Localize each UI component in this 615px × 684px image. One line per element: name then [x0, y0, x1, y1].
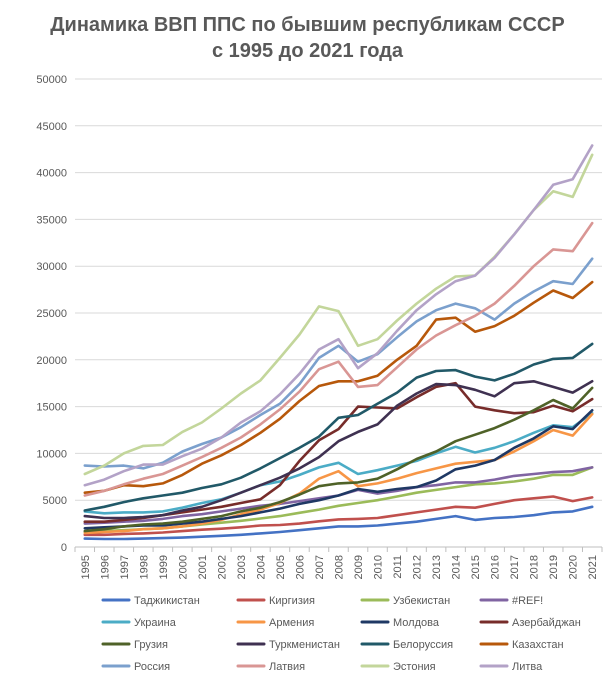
y-tick-label: 45000 — [36, 121, 67, 133]
legend-label: Армения — [269, 617, 314, 629]
y-tick-label: 40000 — [36, 168, 67, 180]
legend-label: Литва — [512, 661, 543, 673]
series-line-1 — [83, 495, 594, 537]
x-tick-label: 1999 — [158, 555, 170, 579]
series-line-10 — [83, 342, 594, 512]
x-tick-label: 2015 — [470, 555, 482, 579]
x-tick-label: 2017 — [509, 555, 521, 579]
legend-label: Молдова — [393, 617, 440, 629]
series-line-0 — [83, 505, 594, 541]
x-tick-label: 2013 — [431, 555, 443, 579]
series-line-11 — [83, 280, 594, 495]
x-tick-label: 2016 — [490, 555, 502, 579]
x-tick-label: 2011 — [392, 555, 404, 579]
legend-label: Эстония — [393, 661, 436, 673]
series-line-15 — [83, 144, 594, 487]
legend-label: Узбекистан — [393, 595, 450, 607]
x-tick-label: 2018 — [529, 555, 541, 579]
legend-label: Россия — [134, 661, 170, 673]
y-tick-label: 10000 — [36, 448, 67, 460]
x-tick-label: 1995 — [80, 555, 92, 579]
y-tick-label: 30000 — [36, 261, 67, 273]
x-tick-label: 2014 — [451, 555, 463, 579]
series-line-12 — [83, 257, 594, 470]
legend-label: Казахстан — [512, 639, 564, 651]
x-tick-label: 2019 — [548, 555, 560, 579]
series-line-6 — [83, 408, 594, 530]
y-tick-label: 15000 — [36, 402, 67, 414]
series-line-5 — [83, 412, 594, 535]
x-tick-label: 2003 — [236, 555, 248, 579]
legend: Таджикистан Киргизия Узбекистан #REF! Украин… — [101, 595, 581, 673]
legend-label: Латвия — [269, 661, 305, 673]
series-line-4 — [83, 411, 594, 515]
y-tick-label: 35000 — [36, 214, 67, 226]
series-line-9 — [83, 379, 594, 520]
x-tick-label: 1997 — [119, 555, 131, 579]
y-tick-label: 20000 — [36, 355, 67, 367]
x-tick-label: 1998 — [138, 555, 150, 579]
legend-label: Туркменистан — [269, 639, 340, 651]
series-line-8 — [83, 386, 594, 533]
legend-label: #REF! — [512, 595, 543, 607]
x-tick-label: 2000 — [177, 555, 189, 579]
chart-title-line-1: Динамика ВВП ППС по бывшим республикам С… — [50, 14, 565, 36]
x-axis-ticks: 1995 1996 1997 1998 1999 2000 2001 2002 2003 2004… — [74, 547, 603, 579]
y-tick-label: 50000 — [36, 74, 67, 86]
legend-label: Белоруссия — [393, 639, 453, 651]
x-tick-label: 2010 — [373, 555, 385, 579]
x-tick-label: 2004 — [255, 555, 267, 579]
x-tick-label: 2007 — [314, 555, 326, 579]
x-tick-label: 2012 — [412, 555, 424, 579]
y-tick-label: 25000 — [36, 308, 67, 320]
legend-label: Таджикистан — [134, 595, 200, 607]
legend-label: Киргизия — [269, 595, 315, 607]
x-tick-label: 2008 — [334, 555, 346, 579]
x-tick-label: 2001 — [197, 555, 209, 579]
legend-label: Украина — [134, 617, 177, 629]
x-tick-label: 2020 — [568, 555, 580, 579]
x-tick-label: 2002 — [216, 555, 228, 579]
y-tick-label: 0 — [61, 542, 67, 554]
legend-label: Азербайджан — [512, 617, 581, 629]
x-tick-label: 2009 — [353, 555, 365, 579]
series-line-13 — [83, 221, 594, 497]
x-tick-label: 2021 — [587, 555, 599, 579]
legend-label: Грузия — [134, 639, 168, 651]
y-axis-ticks: 0 5000 10000 15000 20000 25000 30000 35000 40000… — [36, 74, 67, 554]
x-tick-label: 2005 — [275, 555, 287, 579]
chart-title-line-2: с 1995 до 2021 года — [211, 40, 404, 62]
series-lines — [83, 144, 594, 541]
x-tick-label: 2006 — [294, 555, 306, 579]
x-tick-label: 1996 — [99, 555, 111, 579]
y-tick-label: 5000 — [43, 495, 67, 507]
